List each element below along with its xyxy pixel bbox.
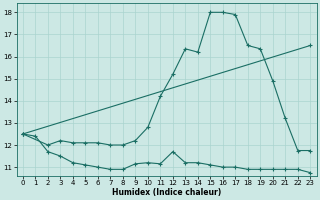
- X-axis label: Humidex (Indice chaleur): Humidex (Indice chaleur): [112, 188, 221, 197]
